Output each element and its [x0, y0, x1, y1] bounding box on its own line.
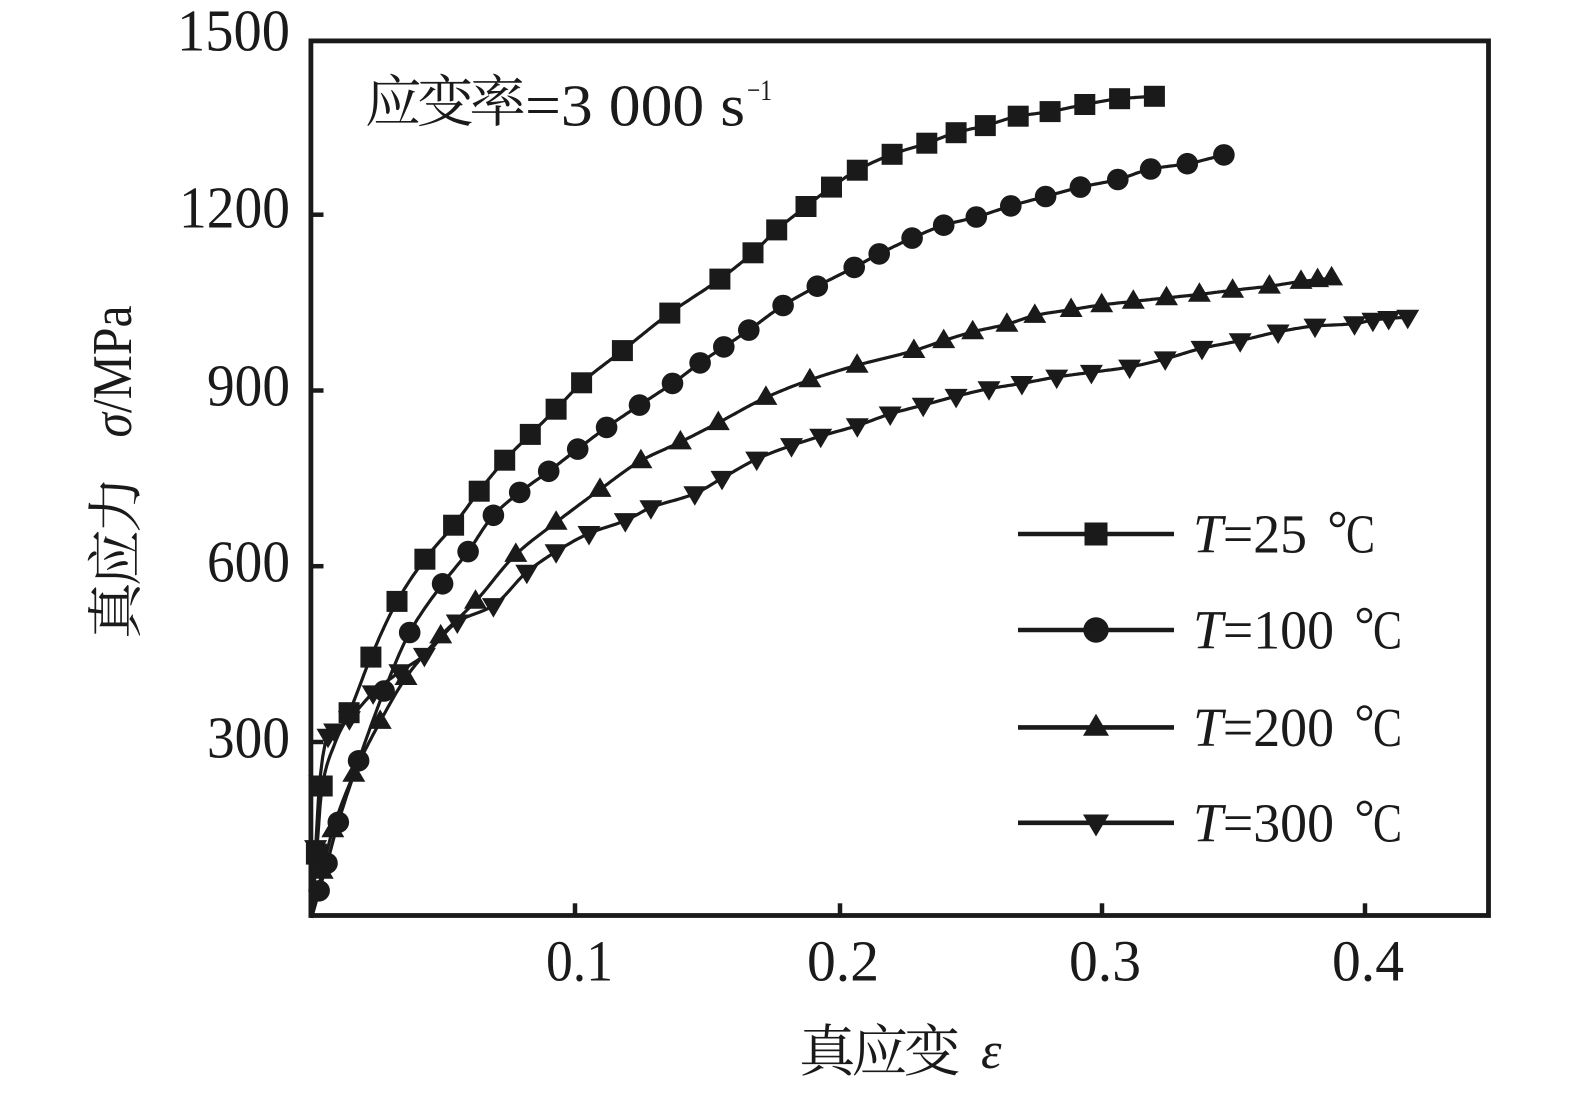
svg-text:900: 900 — [207, 353, 290, 419]
svg-text:C: C — [1346, 504, 1375, 565]
svg-text:=3 000 s: =3 000 s — [525, 73, 745, 139]
svg-text:0.2: 0.2 — [807, 929, 879, 994]
svg-text:1500: 1500 — [177, 0, 290, 64]
svg-text:0.3: 0.3 — [1069, 929, 1141, 994]
svg-text:C: C — [1373, 792, 1402, 853]
svg-text:−1: −1 — [747, 74, 772, 107]
svg-text:0.1: 0.1 — [546, 929, 613, 994]
svg-text:0.4: 0.4 — [1332, 929, 1404, 994]
svg-text:C: C — [1373, 697, 1402, 758]
svg-text:600: 600 — [207, 529, 290, 595]
svg-text:ε: ε — [981, 1023, 1002, 1080]
svg-text:T=200: T=200 — [1193, 697, 1334, 758]
svg-text:σ/MPa: σ/MPa — [82, 305, 144, 437]
svg-text:C: C — [1373, 600, 1402, 661]
svg-text:T=300: T=300 — [1193, 792, 1334, 853]
svg-text:T=25: T=25 — [1193, 504, 1307, 565]
svg-text:300: 300 — [207, 705, 290, 771]
svg-text:1200: 1200 — [179, 175, 290, 241]
svg-text:T=100: T=100 — [1193, 600, 1334, 661]
